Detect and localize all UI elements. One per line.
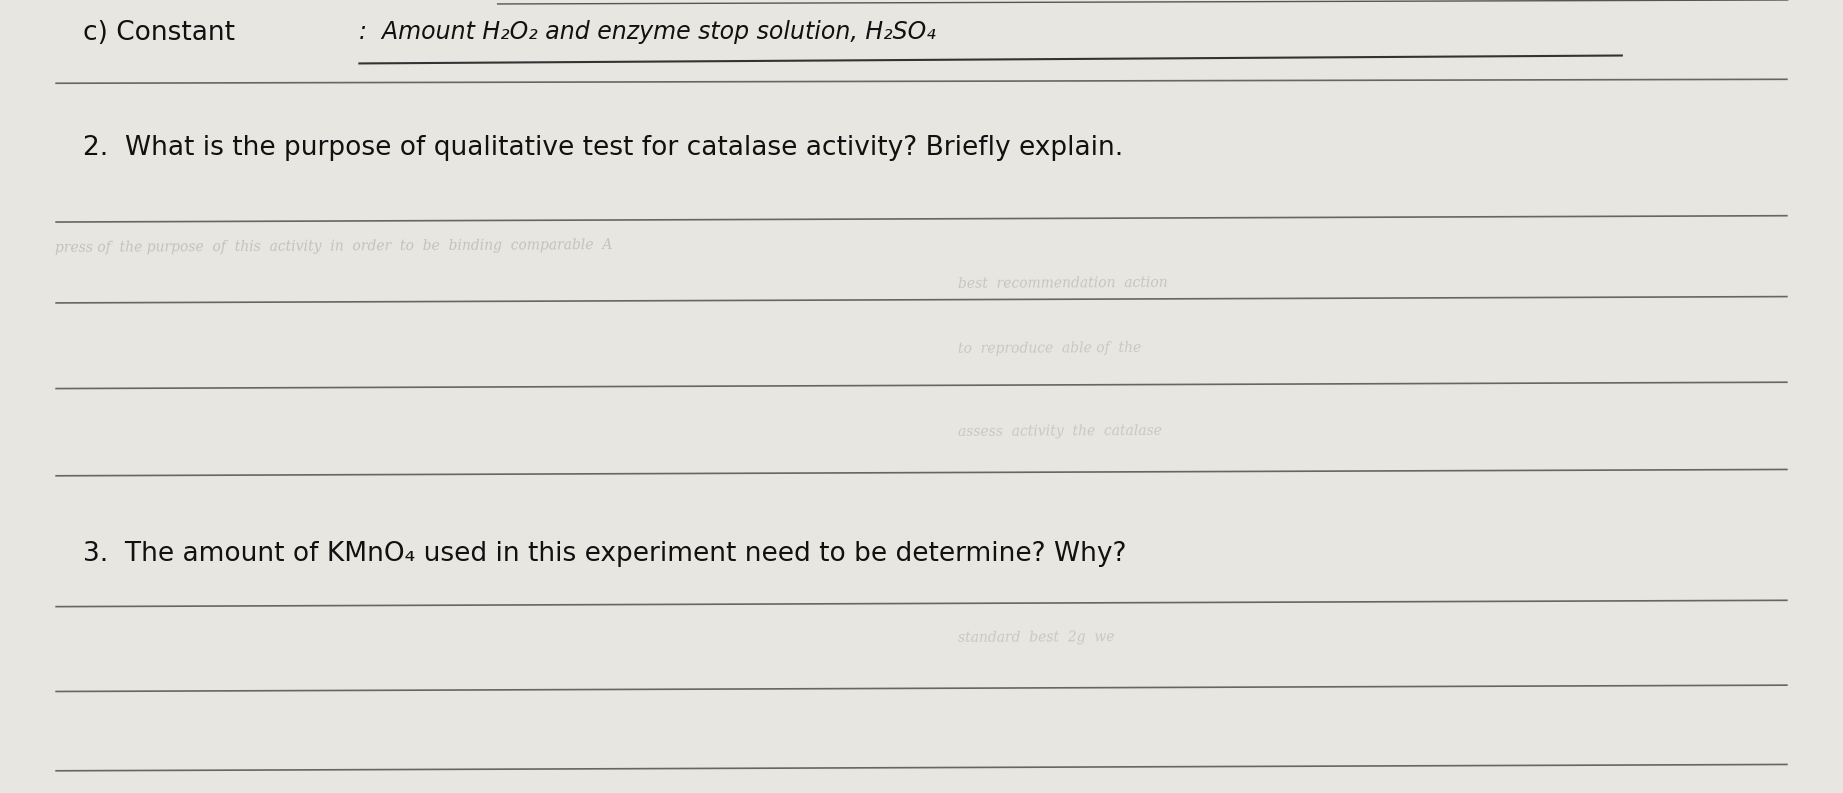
Text: assess  activity  the  catalase: assess activity the catalase [958,423,1163,439]
Text: c) Constant: c) Constant [83,20,234,46]
Text: standard  best  2g  we: standard best 2g we [958,630,1115,646]
Text: to  reproduce  able of  the: to reproduce able of the [958,341,1141,356]
Text: best  recommendation  action: best recommendation action [958,276,1168,291]
Text: :  Amount H₂O₂ and enzyme stop solution, H₂SO₄: : Amount H₂O₂ and enzyme stop solution, … [359,20,936,44]
Text: 3.  The amount of KMnO₄ used in this experiment need to be determine? Why?: 3. The amount of KMnO₄ used in this expe… [83,541,1126,567]
Text: 2.  What is the purpose of qualitative test for catalase activity? Briefly expla: 2. What is the purpose of qualitative te… [83,135,1122,161]
Text: press of  the purpose  of  this  activity  in  order  to  be  binding  comparabl: press of the purpose of this activity in… [55,238,612,255]
